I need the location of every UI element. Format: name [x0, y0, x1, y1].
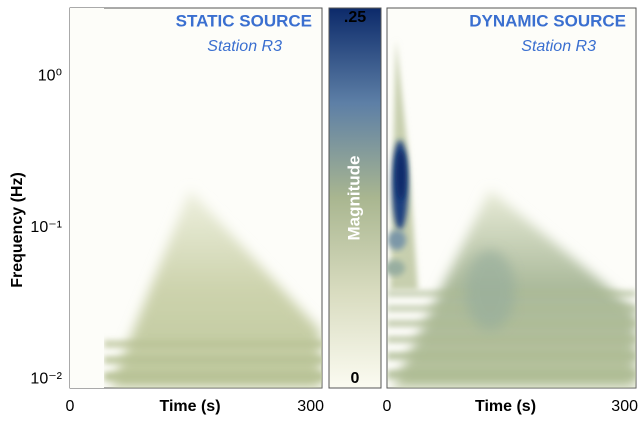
x-tick-label: 0	[383, 398, 392, 415]
x-tick-label: 300	[297, 398, 324, 415]
panel-title: DYNAMIC SOURCE	[469, 11, 626, 30]
panel-subtitle: Station R3	[521, 38, 596, 55]
x-tick-label: 300	[611, 398, 638, 415]
colorbar-tick-label: .25	[344, 9, 366, 26]
panel-title: STATIC SOURCE	[176, 11, 312, 30]
y-tick-label: 10⁻¹	[30, 219, 62, 236]
heatmap-right	[387, 40, 636, 388]
panel-subtitle: Station R3	[207, 38, 282, 55]
heatmap-left	[70, 8, 322, 388]
x-axis-label: Time (s)	[475, 398, 536, 415]
x-axis-label: Time (s)	[159, 398, 220, 415]
y-axis-label: Frequency (Hz)	[9, 172, 26, 288]
colorbar	[328, 7, 382, 389]
colorbar-label: Magnitude	[344, 156, 363, 241]
x-tick-label: 0	[66, 398, 75, 415]
y-tick-label: 10⁻²	[30, 371, 62, 388]
y-tick-label: 10⁰	[38, 68, 62, 85]
colorbar-tick-label: 0	[351, 370, 360, 387]
